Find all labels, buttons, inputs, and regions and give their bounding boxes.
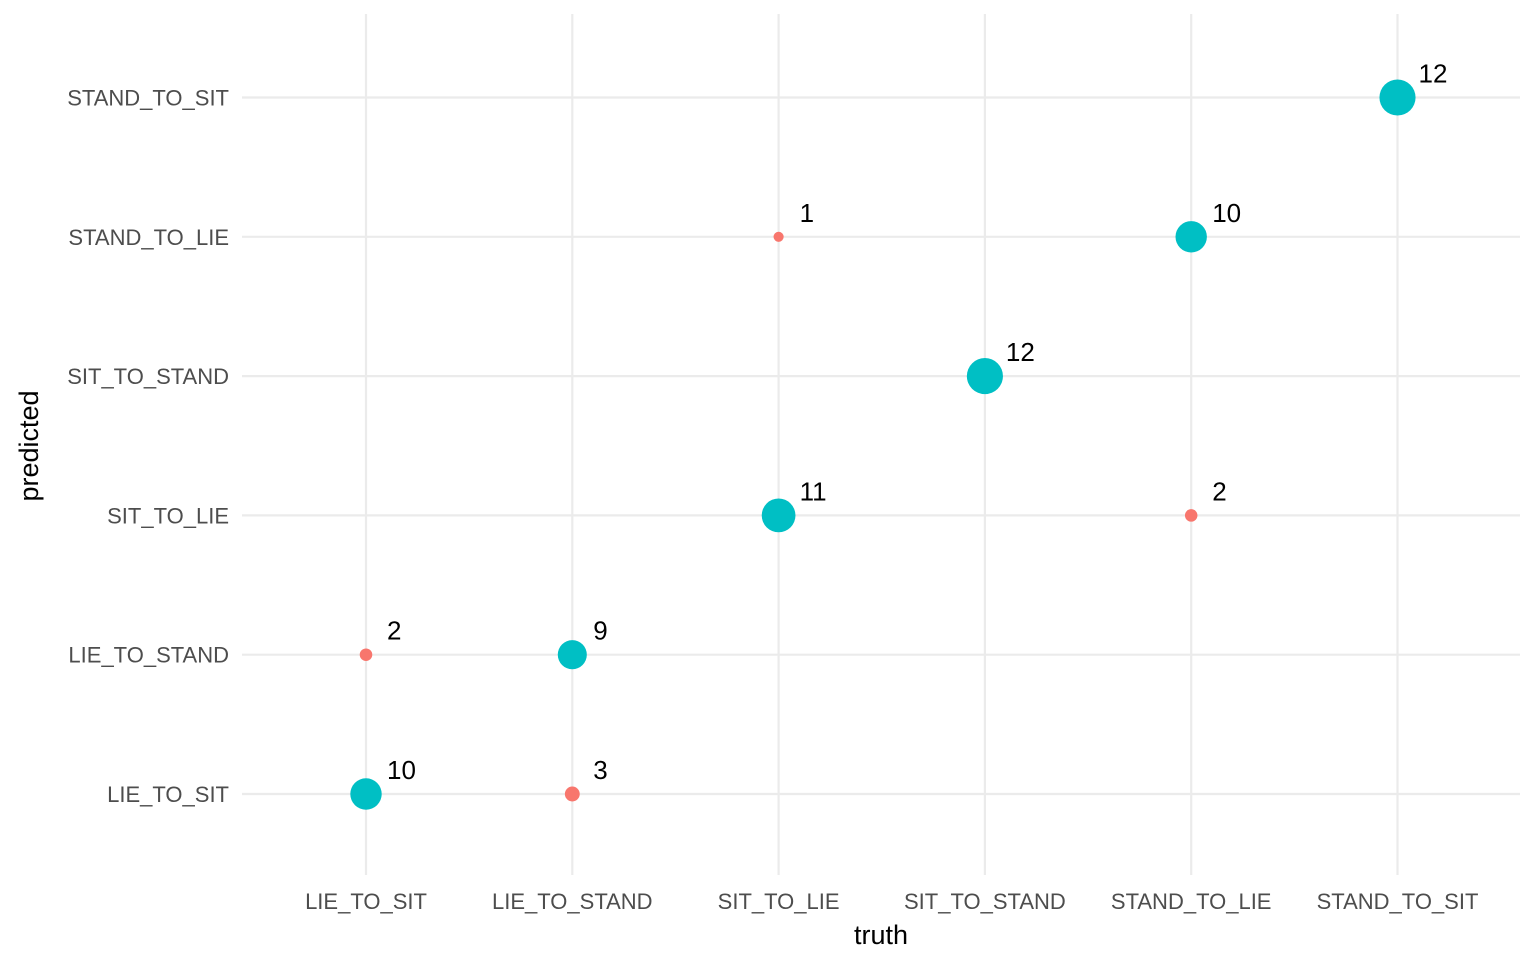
x-tick-label: LIE_TO_STAND <box>492 889 653 914</box>
data-point <box>966 358 1003 395</box>
y-tick-label: LIE_TO_SIT <box>107 782 229 807</box>
data-point <box>761 498 796 533</box>
data-label: 2 <box>387 616 401 646</box>
grid-lines <box>242 14 1520 875</box>
x-tick-label: LIE_TO_SIT <box>305 889 427 914</box>
data-point <box>557 640 587 670</box>
data-label: 10 <box>1212 198 1241 228</box>
data-label: 2 <box>1212 476 1226 506</box>
x-tick-label: SIT_TO_STAND <box>904 889 1066 914</box>
y-axis-ticks: LIE_TO_SIT LIE_TO_STAND SIT_TO_LIE SIT_TO_S… <box>67 86 229 808</box>
y-tick-label: STAND_TO_LIE <box>68 225 229 250</box>
data-label: 12 <box>1419 59 1448 89</box>
x-tick-label: SIT_TO_LIE <box>718 889 840 914</box>
x-tick-label: STAND_TO_LIE <box>1111 889 1272 914</box>
data-point <box>1379 79 1416 116</box>
x-axis-title: truth <box>854 920 908 950</box>
x-tick-label: STAND_TO_SIT <box>1317 889 1479 914</box>
data-label: 10 <box>387 755 416 785</box>
data-label: 3 <box>593 755 607 785</box>
x-axis-ticks: LIE_TO_SIT LIE_TO_STAND SIT_TO_LIE SIT_TO_S… <box>305 889 1478 914</box>
data-point <box>773 231 784 242</box>
data-label: 1 <box>800 198 814 228</box>
data-label: 9 <box>593 616 607 646</box>
y-tick-label: SIT_TO_LIE <box>107 503 229 528</box>
data-label: 11 <box>800 476 827 506</box>
data-point <box>1184 509 1198 522</box>
y-tick-label: SIT_TO_STAND <box>67 364 229 389</box>
data-label: 12 <box>1006 337 1035 367</box>
y-tick-label: STAND_TO_SIT <box>67 86 229 111</box>
y-axis-title: predicted <box>14 390 44 501</box>
data-point <box>564 786 580 802</box>
y-tick-label: LIE_TO_STAND <box>68 643 229 668</box>
data-point <box>359 648 373 661</box>
data-points <box>350 79 1416 810</box>
data-point <box>350 778 382 810</box>
data-point <box>1175 221 1207 253</box>
